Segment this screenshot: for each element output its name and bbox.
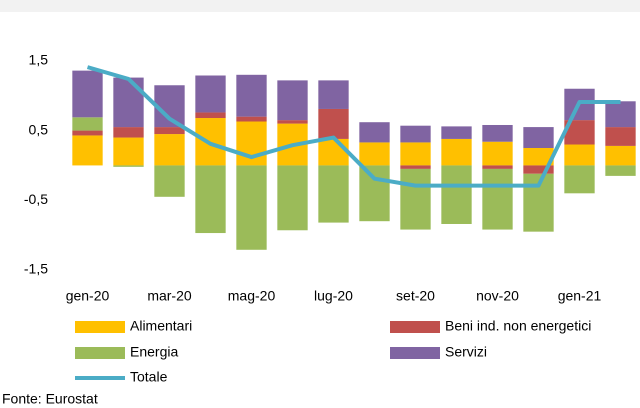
bar-segment [113,165,144,167]
bar-segment [523,127,554,148]
bar-segment [400,125,431,143]
bar-segment [72,130,103,136]
bar-segment [359,122,390,143]
bar-segment [195,165,226,234]
bar-segment [400,168,431,230]
x-tick-label: nov-20 [476,288,519,304]
legend-swatch [390,347,440,359]
bar-segment [72,117,103,131]
bar-segment [605,127,636,146]
x-tick-label: set-20 [396,288,435,304]
bar-segment [277,120,308,124]
bar-segment [195,75,226,113]
bar-segment [154,165,185,197]
bar-segment [441,138,472,166]
bar-segment [236,74,267,117]
bar-segment [359,142,390,166]
x-tick-label: gen-20 [66,288,110,304]
bar-segment [72,135,103,166]
y-tick-label: -1,5 [24,261,48,277]
source: Fonte: Eurostat [2,391,98,407]
bar-segment [318,108,349,139]
bar-segment [113,137,144,166]
line [86,65,621,188]
bar-segment [195,112,226,119]
x-tick-label: mar-20 [147,288,192,304]
bar-segment [277,165,308,231]
bar-segment [482,165,513,169]
bar-segment [113,77,144,128]
bar-segment [318,165,349,223]
bar-segment [359,165,390,222]
bar-segment [277,80,308,121]
bar-segment [400,165,431,169]
bar-segment [605,145,636,166]
bar-segment [564,165,595,194]
legend-label: Energia [130,344,178,360]
bar-segment [523,165,554,174]
bar-segment [154,134,185,166]
legend-label: Beni ind. non energetici [445,318,591,334]
bar-segment [482,141,513,166]
bar-segment [72,70,103,118]
bar-segment [482,124,513,142]
bar-segment [318,138,349,166]
bar-segment [605,165,636,176]
x-tick-label: gen-21 [558,288,602,304]
x-tick-label: mag-20 [228,288,276,304]
frame [0,0,640,12]
bar-segment [400,142,431,166]
bar-segment [523,148,554,166]
bar-segment [605,101,636,128]
legend-label: Totale [130,369,168,385]
bar-segment [318,80,349,109]
bar-segment [482,168,513,230]
y-tick-label: 1,5 [29,52,49,68]
bar-segment [236,116,267,122]
y-tick-label: -0,5 [24,191,48,207]
x-tick-label: lug-20 [314,288,353,304]
legend-swatch [390,321,440,333]
bar-segment [236,165,267,250]
bar-segment [154,127,185,135]
legend-swatch [75,347,125,359]
bar-segment [113,127,144,138]
y-tick-label: 0,5 [29,121,49,137]
legend-label: Alimentari [130,318,192,334]
legend-swatch [75,321,125,333]
bar-segment [441,165,472,224]
bar-segment [564,144,595,166]
bar-segment [441,126,472,139]
legend-label: Servizi [445,344,487,360]
